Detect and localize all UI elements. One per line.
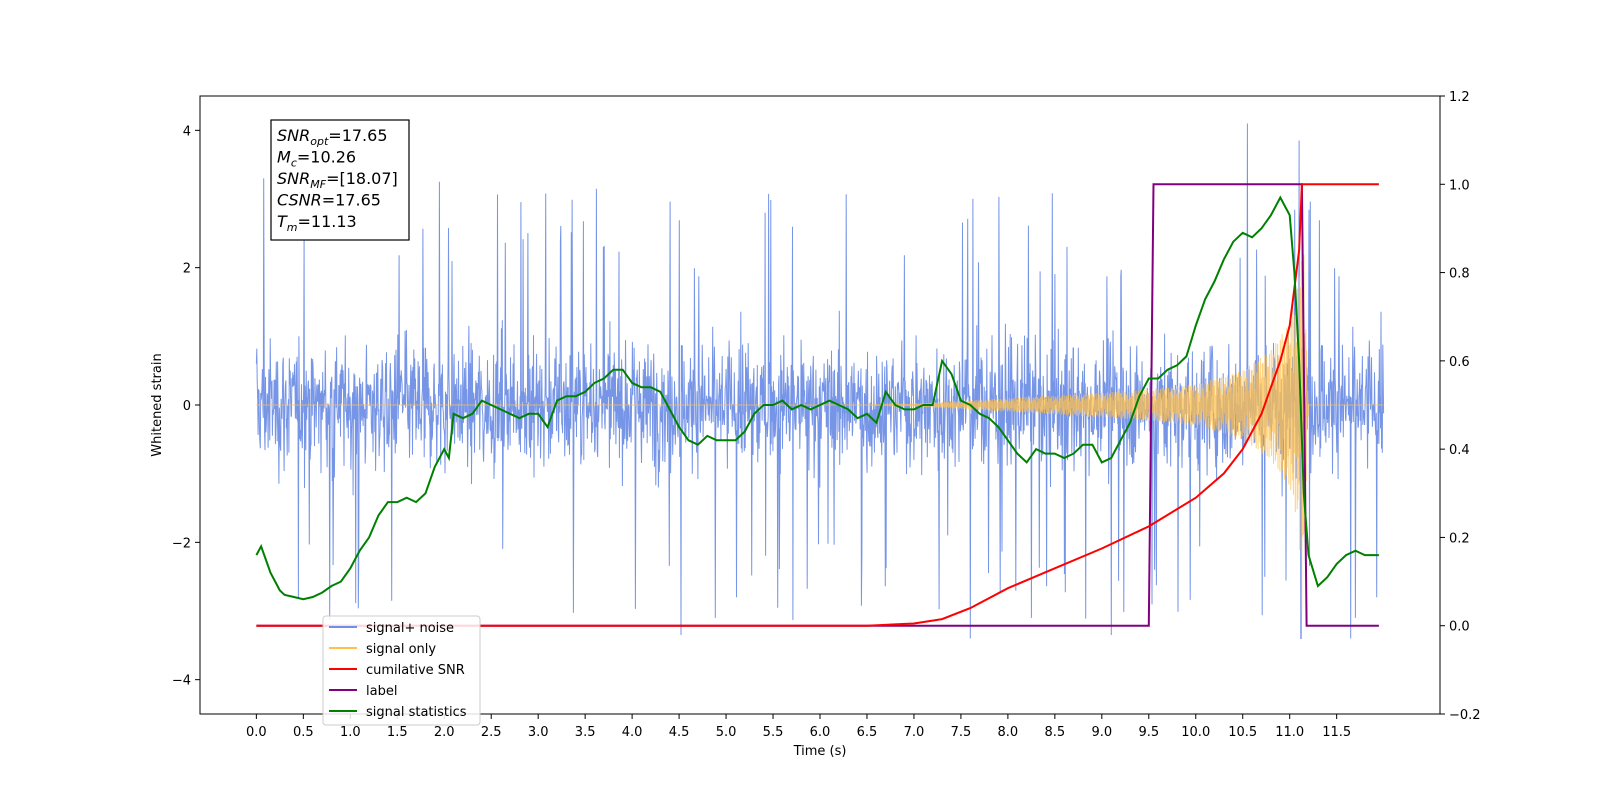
x-tick-label: 10.0 xyxy=(1181,725,1210,740)
y2-tick-label: 0.6 xyxy=(1449,355,1470,370)
legend-label: signal statistics xyxy=(366,705,467,720)
x-tick-label: 3.0 xyxy=(528,725,549,740)
x-tick-label: 8.5 xyxy=(1045,725,1066,740)
legend-label: signal+ noise xyxy=(366,621,454,636)
plot-series-group xyxy=(255,123,1385,639)
annotation-line: Tm=11.13 xyxy=(277,212,357,234)
y-tick-label: 2 xyxy=(183,262,191,277)
annotation-line: CSNR=17.65 xyxy=(277,191,381,210)
x-tick-label: 4.0 xyxy=(622,725,643,740)
y-tick-label: 4 xyxy=(183,124,191,139)
y2-tick-label: 0.2 xyxy=(1449,531,1470,546)
annotation-frame xyxy=(270,119,410,241)
annotation-line: Mc=10.26 xyxy=(277,148,356,170)
series-signal-statistics xyxy=(255,195,1379,601)
y-tick-label: −2 xyxy=(172,536,191,551)
annotation-box: SNRopt=17.65Mc=10.26SNRMF=[18.07]CSNR=17… xyxy=(270,119,410,241)
x-tick-label: 5.5 xyxy=(763,725,784,740)
series-label xyxy=(256,183,1379,627)
y-tick-label: −4 xyxy=(172,674,191,689)
x-tick-label: 4.5 xyxy=(669,725,690,740)
x-tick-label: 9.5 xyxy=(1138,725,1159,740)
x-tick-label: 2.0 xyxy=(434,725,455,740)
x-tick-label: 5.0 xyxy=(716,725,737,740)
legend-label: cumilative SNR xyxy=(366,663,465,678)
y2-tick-label: 0.0 xyxy=(1449,620,1470,635)
x-tick-label: 0.0 xyxy=(246,725,267,740)
x-tick-label: 11.0 xyxy=(1275,725,1304,740)
x-tick-label: 7.0 xyxy=(904,725,925,740)
annotation-line: SNRopt=17.65 xyxy=(277,126,388,148)
x-tick-label: 9.0 xyxy=(1091,725,1112,740)
x-tick-label: 8.0 xyxy=(998,725,1019,740)
x-tick-label: 11.5 xyxy=(1322,725,1351,740)
x-tick-label: 1.0 xyxy=(340,725,361,740)
y2-tick-label: −0.2 xyxy=(1449,708,1481,723)
series-cumulative-snr xyxy=(256,183,1379,627)
y-axis-left: −4 −2 0 2 4 xyxy=(172,124,200,689)
y-axis-label: Whitened strain xyxy=(150,353,165,456)
x-axis-label: Time (s) xyxy=(793,744,847,759)
legend-frame xyxy=(322,615,481,726)
x-tick-label: 0.5 xyxy=(293,725,314,740)
y2-tick-label: 1.0 xyxy=(1449,178,1470,193)
x-tick-label: 2.5 xyxy=(481,725,502,740)
legend-label: label xyxy=(366,684,397,699)
y2-tick-label: 0.8 xyxy=(1449,267,1470,282)
y-axis-right: −0.2 0.0 0.2 0.4 0.6 0.8 1.0 1.2 xyxy=(1440,90,1481,723)
legend-label: signal only xyxy=(366,642,436,657)
x-tick-label: 3.5 xyxy=(575,725,596,740)
x-tick-label: 1.5 xyxy=(387,725,408,740)
x-tick-label: 7.5 xyxy=(951,725,972,740)
y2-tick-label: 1.2 xyxy=(1449,90,1470,105)
x-tick-label: 6.5 xyxy=(857,725,878,740)
annotation-line: SNRMF=[18.07] xyxy=(277,169,398,191)
y2-tick-label: 0.4 xyxy=(1449,443,1470,458)
y-tick-label: 0 xyxy=(183,399,191,414)
x-tick-label: 6.0 xyxy=(810,725,831,740)
x-axis: 0.0 0.5 1.0 1.5 2.0 2.5 3.0 3.5 4.0 4.5 5.0 5.5 6.0 6… xyxy=(246,714,1351,740)
legend: signal+ noise signal only cumilative SNR la… xyxy=(322,615,481,726)
x-tick-label: 10.5 xyxy=(1228,725,1257,740)
